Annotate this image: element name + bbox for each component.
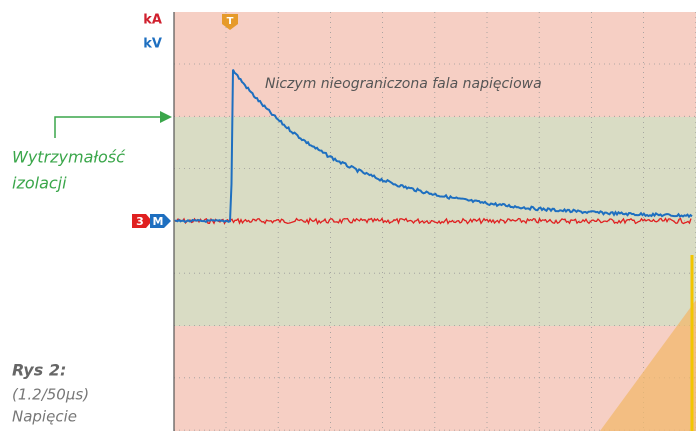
math-tag-shape bbox=[150, 214, 171, 228]
trigger-marker: T bbox=[227, 16, 234, 27]
caption-description: Napięcie bbox=[12, 408, 77, 426]
caption-title: Rys 2: bbox=[12, 361, 66, 380]
channel-tag: 3 bbox=[136, 215, 144, 228]
channel-tag-shape bbox=[132, 214, 152, 228]
threshold-arrowhead bbox=[160, 111, 172, 123]
math-tag: M bbox=[153, 215, 164, 228]
unit-ka: kA bbox=[143, 13, 162, 28]
annotation: Niczym nieograniczona fala napięciowa bbox=[265, 76, 542, 92]
current-trace bbox=[174, 217, 692, 226]
trigger-marker-shape bbox=[222, 14, 238, 30]
current-ramp bbox=[600, 300, 696, 431]
unit-kv: kV bbox=[143, 37, 162, 52]
voltage-trace bbox=[174, 69, 693, 224]
threshold-arrow bbox=[54, 116, 162, 138]
threshold-label: izolacji bbox=[12, 174, 67, 193]
threshold-label: Wytrzymałość bbox=[12, 148, 126, 167]
caption-subtitle: (1.2/50µs) bbox=[12, 386, 89, 404]
